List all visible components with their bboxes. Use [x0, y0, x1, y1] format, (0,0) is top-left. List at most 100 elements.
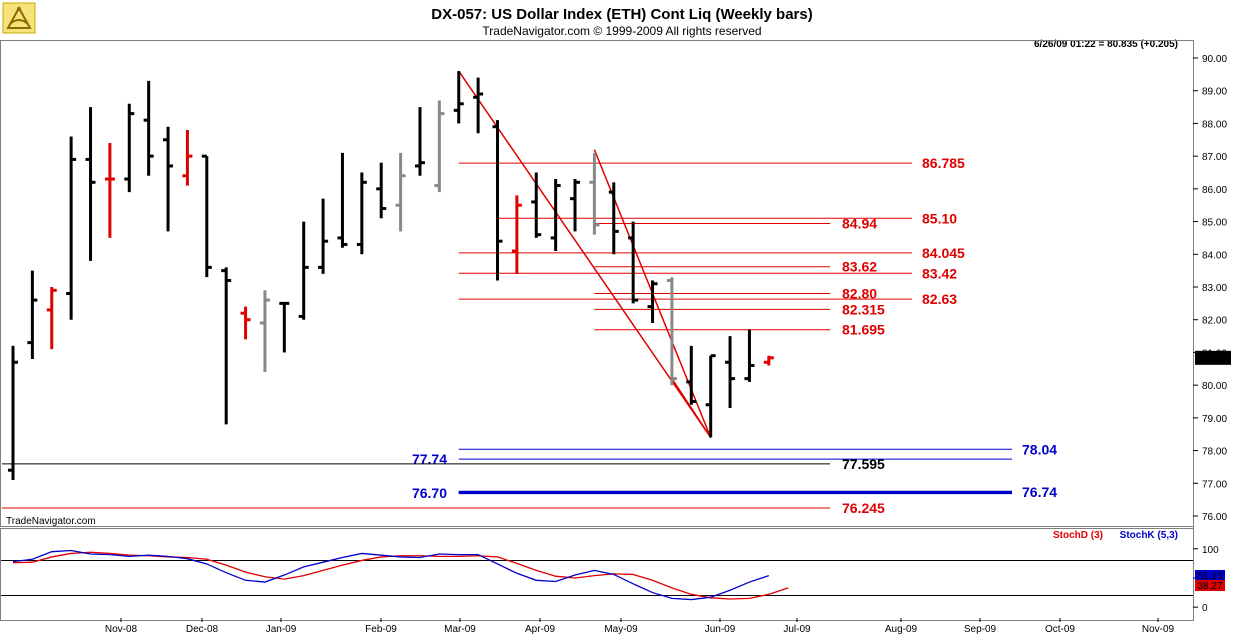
last-price-marker: 80.835	[1195, 350, 1231, 365]
ohlc-bar	[104, 143, 115, 238]
level-label: 81.695	[842, 322, 885, 338]
date-tick-label: Nov-08	[105, 624, 138, 635]
ohlc-bar	[647, 280, 658, 323]
level-label: 83.62	[842, 259, 877, 275]
ohlc-bar	[628, 221, 639, 304]
stoch-series-line	[12, 549, 770, 601]
date-tick-label: Apr-09	[525, 624, 555, 635]
date-tick-label: Aug-09	[885, 624, 918, 635]
date-tick-label: Jan-09	[266, 624, 297, 635]
stochk-legend: StochK (5,3)	[1120, 530, 1178, 541]
ohlc-bar	[124, 103, 135, 193]
ohlc-bar	[705, 354, 716, 438]
price-tick-label: 88.00	[1202, 119, 1227, 130]
price-tick-label: 86.00	[1202, 185, 1227, 196]
level-label: 77.595	[842, 456, 885, 472]
watermark-text: TradeNavigator.com	[6, 516, 96, 527]
level-label: 84.045	[922, 245, 965, 261]
ohlc-bar	[337, 152, 348, 248]
ohlc-bar	[8, 345, 18, 481]
ohlc-bar	[163, 126, 174, 232]
price-tick-label: 80.00	[1202, 381, 1227, 392]
stoch-tick-label: 0	[1202, 603, 1208, 614]
date-tick-label: Mar-09	[444, 624, 476, 635]
price-tick-label: 87.00	[1202, 152, 1227, 163]
date-tick-label: Oct-09	[1045, 624, 1075, 635]
price-tick-label: 82.00	[1202, 316, 1227, 327]
level-label: 85.10	[922, 210, 957, 226]
ohlc-bar	[201, 154, 212, 278]
trendline	[458, 70, 712, 438]
level-label: 78.04	[1022, 441, 1057, 457]
ohlc-bar	[511, 195, 522, 274]
level-label: 76.245	[842, 500, 885, 516]
ohlc-bar	[608, 182, 619, 255]
ohlc-bar	[473, 77, 484, 134]
ohlc-bar	[686, 345, 697, 405]
price-bars	[8, 71, 774, 481]
ohlc-bar	[492, 120, 503, 281]
level-label: 84.94	[842, 216, 877, 232]
price-tick-label: 84.00	[1202, 250, 1227, 261]
ohlc-bar	[182, 129, 193, 186]
sextant-icon	[2, 2, 36, 34]
price-tick-label: 79.00	[1202, 414, 1227, 425]
stoch-value-text: 51.13	[1197, 571, 1222, 582]
level-label: 77.74	[412, 451, 447, 467]
ohlc-bar	[66, 136, 77, 320]
stochastic-oscillator	[1, 549, 1193, 601]
level-label: 82.63	[922, 291, 957, 307]
price-tick-label: 89.00	[1202, 87, 1227, 98]
ohlc-bar	[395, 152, 406, 232]
ohlc-bar	[550, 179, 561, 252]
date-tick-label: May-09	[604, 624, 638, 635]
date-tick-label: Jul-09	[783, 624, 811, 635]
price-tick-label: 78.00	[1202, 447, 1227, 458]
last-price-text: 80.835	[1198, 354, 1229, 365]
ohlc-bar	[725, 336, 736, 409]
ohlc-bar	[221, 267, 232, 425]
stochd-legend: StochD (3)	[1053, 530, 1103, 541]
stoch-value-text: 38.27	[1197, 581, 1222, 592]
ohlc-bar	[531, 172, 542, 238]
ohlc-bar	[763, 355, 774, 366]
ohlc-bar	[666, 277, 677, 386]
level-label: 76.70	[412, 485, 447, 501]
chart-title: DX-057: US Dollar Index (ETH) Cont Liq (…	[431, 6, 812, 23]
level-label: 82.315	[842, 301, 885, 317]
level-label: 83.42	[922, 265, 957, 281]
price-panel-frame	[0, 40, 1194, 527]
price-y-axis: 90.00 89.00 88.00 87.00 86.00 85.00 84.00 83.00…	[1193, 54, 1227, 523]
ohlc-bar	[318, 198, 329, 274]
ohlc-bar	[744, 329, 755, 382]
ohlc-bar	[27, 270, 38, 359]
ohlc-bar	[240, 306, 251, 340]
ohlc-bar	[298, 221, 309, 320]
ohlc-bar	[46, 287, 57, 350]
stoch-value-tag	[1195, 580, 1225, 591]
stochastic-legend: StochD (3) StochK (5,3)	[1053, 530, 1178, 541]
date-tick-label: Dec-08	[186, 624, 219, 635]
date-tick-label: Feb-09	[365, 624, 397, 635]
last-price-tag	[1195, 350, 1231, 365]
level-label: 82.80	[842, 286, 877, 302]
stoch-value-tag	[1195, 570, 1225, 581]
stochastic-panel-frame	[0, 528, 1194, 621]
ohlc-bar	[589, 152, 600, 235]
ohlc-bar	[85, 107, 96, 261]
price-tick-label: 83.00	[1202, 283, 1227, 294]
level-label: 86.785	[922, 155, 965, 171]
ohlc-bar	[143, 80, 154, 176]
chart-copyright: TradeNavigator.com © 1999-2009 All right…	[482, 24, 761, 38]
ohlc-bar	[259, 290, 270, 373]
price-tick-label: 76.00	[1202, 512, 1227, 523]
ohlc-bar	[356, 172, 367, 255]
stoch-tick-label: 100	[1202, 545, 1219, 556]
price-tick-label: 77.00	[1202, 479, 1227, 490]
ohlc-bar	[570, 179, 581, 232]
date-tick-label: Nov-09	[1142, 624, 1175, 635]
level-label: 76.74	[1022, 484, 1057, 500]
